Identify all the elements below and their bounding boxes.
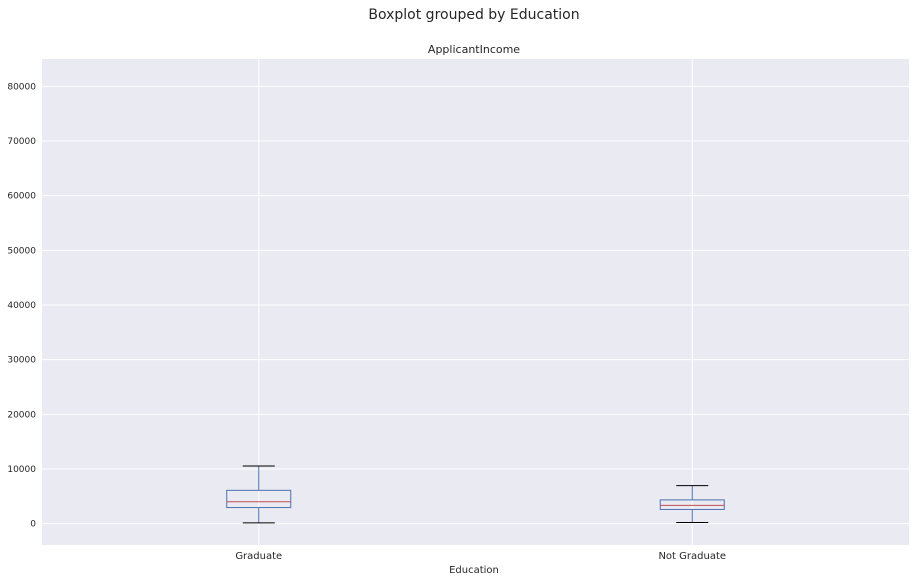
x-axis-ticks: Graduate Not Graduate [235,551,726,562]
y-tick-label: 20000 [7,410,36,420]
y-tick-label: 60000 [7,192,36,202]
box-group [659,485,725,524]
y-tick-label: 40000 [7,301,36,311]
y-tick-label: 50000 [7,246,36,256]
y-axis-ticks: 0 10000 20000 30000 40000 50000 60000 70000 8000… [7,82,36,529]
y-tick-label: 30000 [7,356,36,366]
x-tick-label: Graduate [235,551,282,562]
boxes [226,465,725,524]
axes-title: ApplicantIncome [428,43,520,56]
box-iqr [659,499,725,510]
box-group [226,465,292,524]
x-tick-label: Not Graduate [658,551,726,562]
y-tick-label: 80000 [7,82,36,92]
x-axis-label: Education [449,565,499,576]
plot-background [42,59,909,545]
box-iqr [226,489,292,509]
y-tick-label: 10000 [7,465,36,475]
y-tick-label: 70000 [7,137,36,147]
y-tick-label: 0 [30,520,36,530]
grid-lines [42,59,909,545]
chart-suptitle: Boxplot grouped by Education [368,7,579,23]
